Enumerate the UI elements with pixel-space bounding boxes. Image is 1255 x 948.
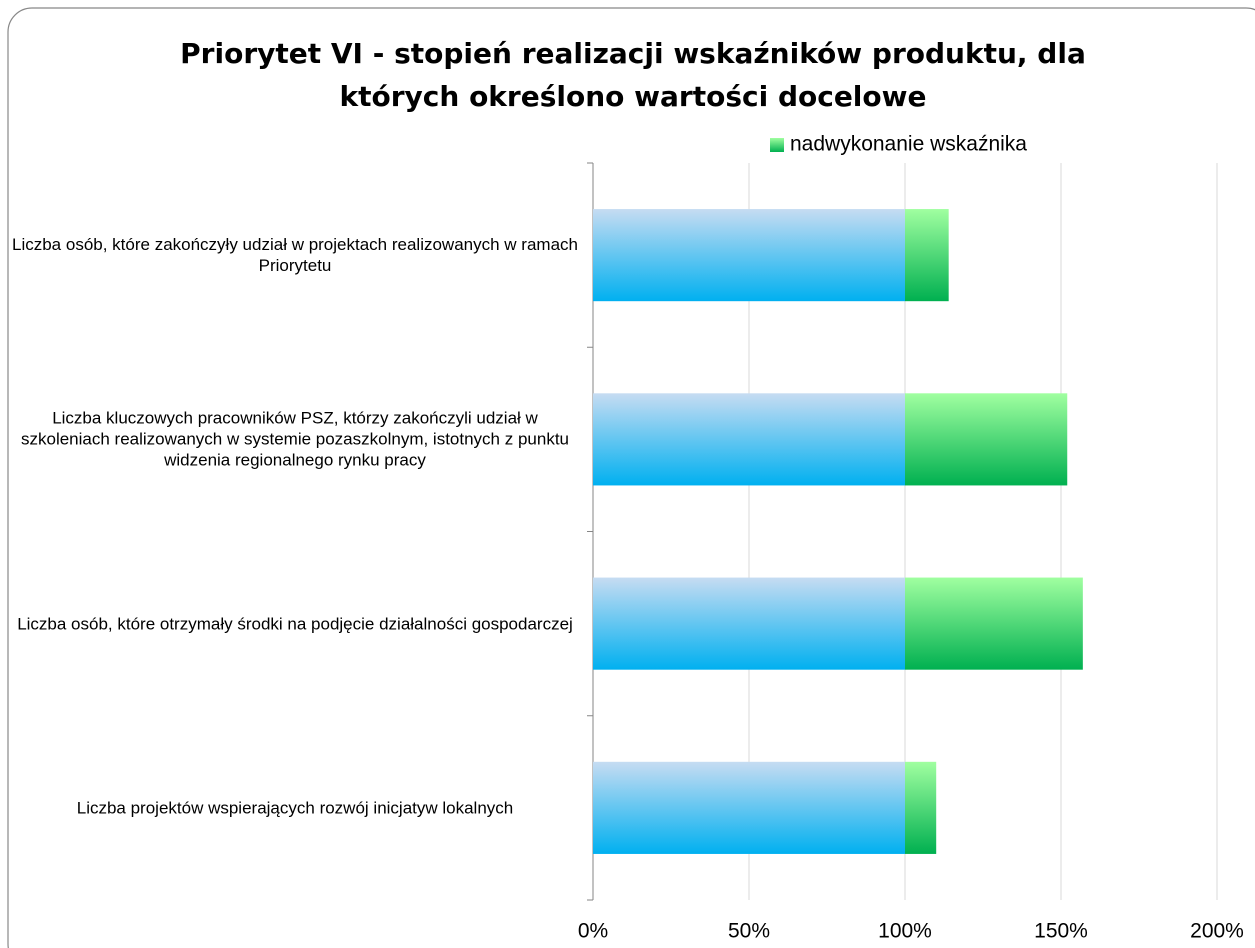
x-tick-label: 0% [578, 920, 608, 943]
bar-segment [593, 577, 905, 670]
y-tick-label: Liczba osób, które otrzymały środki na p… [17, 614, 573, 634]
bar-segment [593, 393, 905, 486]
x-tick-label: 50% [728, 920, 770, 943]
y-tick-label: Liczba osób, które zakończyły udział w p… [12, 235, 578, 276]
bar-segment [593, 209, 905, 302]
y-tick-label: Liczba projektów wspierających rozwój in… [76, 798, 514, 818]
legend-swatch [770, 138, 784, 152]
bar-segment [905, 577, 1083, 670]
bar-segment [905, 209, 949, 302]
legend-label: nadwykonanie wskaźnika [790, 133, 1027, 156]
bar-segment [905, 393, 1068, 486]
x-tick-label: 150% [1034, 920, 1088, 943]
chart-title: Priorytet VI - stopień realizacji wskaźn… [180, 37, 1086, 113]
y-tick-label: Liczba kluczowych pracowników PSZ, którz… [20, 408, 570, 470]
x-tick-label: 200% [1190, 920, 1244, 943]
x-tick-label: 100% [878, 920, 932, 943]
bar-segment [593, 761, 905, 854]
bar-segment [905, 761, 937, 854]
